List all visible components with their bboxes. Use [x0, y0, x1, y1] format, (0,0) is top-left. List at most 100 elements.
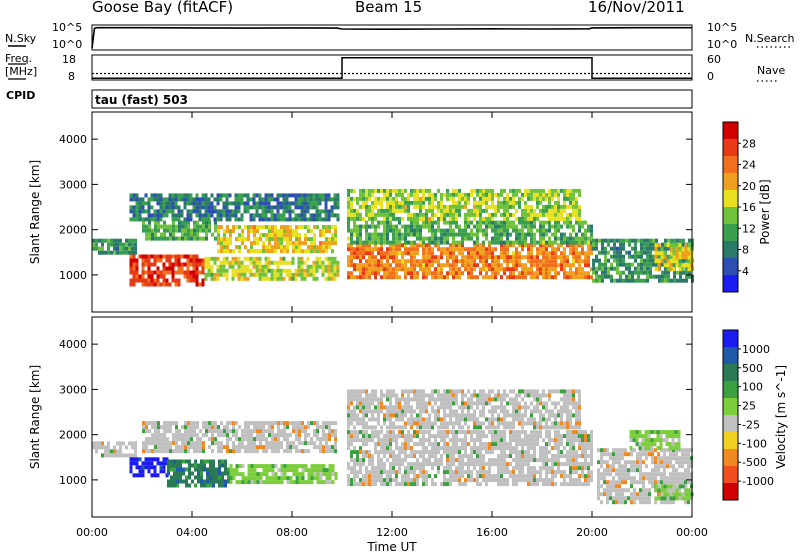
scatter-cell [425, 275, 428, 280]
scatter-cell [202, 425, 205, 430]
scatter-cell [237, 276, 241, 281]
scatter-cell [300, 268, 304, 273]
scatter-cell [249, 213, 253, 218]
scatter-cell [398, 259, 401, 264]
scatter-cell [425, 188, 428, 193]
scatter-cell [395, 232, 398, 237]
scatter-cell [389, 454, 392, 459]
scatter-cell [470, 458, 473, 463]
scatter-cell [667, 246, 670, 251]
scatter-cell [220, 245, 223, 250]
scatter-cell [229, 449, 232, 454]
scatter-cell [350, 397, 353, 402]
scatter-cell [428, 458, 431, 463]
scatter-cell [187, 232, 190, 237]
scatter-cell [524, 243, 527, 248]
scatter-cell [356, 434, 359, 439]
scatter-cell [404, 263, 407, 268]
scatter-cell [142, 224, 145, 229]
scatter-cell [377, 474, 380, 479]
scatter-cell [578, 188, 581, 193]
scatter-cell [371, 458, 374, 463]
scatter-cell [307, 229, 310, 234]
scatter-cell [536, 188, 539, 193]
scatter-cell [189, 270, 193, 275]
scatter-cell [301, 225, 304, 230]
scatter-cell [464, 228, 467, 233]
scatter-cell [267, 197, 271, 202]
scatter-cell [491, 188, 494, 193]
scatter-cell [657, 243, 661, 248]
scatter-cell [482, 478, 485, 483]
scatter-cell [613, 266, 616, 271]
scatter-cell [581, 470, 584, 475]
scatter-cell [380, 204, 383, 209]
scatter-cell [587, 247, 590, 252]
scatter-cell [395, 188, 398, 193]
scatter-cell [282, 209, 286, 214]
scatter-cell [247, 449, 250, 454]
scatter-cell [401, 255, 404, 260]
scatter-cell [307, 433, 310, 438]
scatter-cell [160, 437, 163, 442]
scatter-cell [304, 437, 307, 442]
scatter-cell [458, 196, 461, 201]
scatter-cell [328, 237, 331, 242]
scatter-cell [261, 268, 265, 273]
scatter-cell [186, 278, 190, 283]
scatter-cell [431, 482, 434, 487]
scatter-cell [380, 478, 383, 483]
scatter-cell [304, 433, 307, 438]
scatter-cell [563, 236, 566, 241]
scatter-cell [449, 421, 452, 426]
scatter-cell [464, 212, 467, 217]
scatter-cell [253, 421, 256, 426]
scatter-cell [458, 405, 461, 410]
scatter-cell [443, 247, 446, 252]
scatter-cell [548, 251, 551, 256]
scatter-cell [443, 478, 446, 483]
scatter-cell [616, 238, 619, 243]
scatter-cell [563, 196, 566, 201]
scatter-cell [476, 188, 479, 193]
scatter-cell [428, 188, 431, 193]
scatter-cell [216, 256, 220, 261]
scatter-cell [324, 205, 328, 210]
scatter-cell [476, 247, 479, 252]
scatter-cell [455, 192, 458, 197]
scatter-cell [325, 468, 329, 473]
scatter-cell [434, 442, 437, 447]
scatter-cell [431, 397, 434, 402]
scatter-cell [186, 209, 190, 214]
scatter-cell [368, 216, 371, 221]
scatter-cell [518, 259, 521, 264]
scatter-cell [482, 430, 485, 435]
scatter-cell [473, 212, 476, 217]
scatter-cell [470, 275, 473, 280]
scatter-cell [353, 224, 356, 229]
scatter-cell [280, 421, 283, 426]
scatter-cell [291, 201, 295, 206]
scatter-cell [482, 243, 485, 248]
scatter-cell [464, 232, 467, 237]
scatter-cell [359, 470, 362, 475]
scatter-cell [569, 200, 572, 205]
scatter-cell [678, 263, 682, 268]
scatter-cell [226, 241, 229, 246]
scatter-cell [413, 478, 416, 483]
scatter-cell [557, 255, 560, 260]
scatter-cell [464, 259, 467, 264]
scatter-cell [147, 270, 151, 275]
scatter-cell [595, 242, 598, 247]
scatter-cell [135, 278, 139, 283]
nsky-series-line [91, 26, 692, 49]
scatter-cell [643, 246, 646, 251]
scatter-cell [163, 433, 166, 438]
scatter-cell [303, 272, 307, 277]
scatter-cell [413, 243, 416, 248]
scatter-cell [491, 192, 494, 197]
scatter-cell [389, 434, 392, 439]
scatter-cell [353, 405, 356, 410]
scatter-cell [506, 454, 509, 459]
scatter-cell [150, 193, 154, 198]
